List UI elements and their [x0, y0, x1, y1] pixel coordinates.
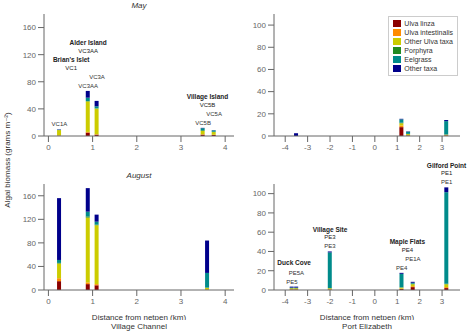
svg-text:VC5B: VC5B	[195, 120, 211, 126]
svg-text:-3: -3	[304, 297, 312, 306]
svg-text:PE5A: PE5A	[289, 270, 304, 276]
svg-text:40: 40	[257, 247, 266, 256]
html-text:Port Elizabeth: Port Elizabeth	[342, 322, 392, 331]
svg-text:80: 80	[257, 209, 266, 218]
svg-text:0: 0	[46, 143, 51, 152]
html-text:Other Ulva taxa: Other Ulva taxa	[404, 38, 453, 45]
html-text:Other taxa: Other taxa	[404, 65, 437, 72]
svg-text:40: 40	[27, 262, 36, 271]
svg-text:May: May	[131, 1, 147, 10]
svg-text:Distance from netpen (km): Distance from netpen (km)	[320, 313, 415, 320]
svg-text:100: 100	[253, 21, 267, 30]
svg-text:PE1: PE1	[441, 170, 453, 176]
svg-text:VC3AA: VC3AA	[78, 48, 98, 54]
svg-text:2: 2	[135, 297, 140, 306]
html-text:Village Channel: Village Channel	[111, 322, 167, 331]
html-text:Porphyra: Porphyra	[404, 47, 433, 54]
svg-text:0: 0	[262, 286, 267, 295]
svg-text:80: 80	[27, 78, 36, 87]
svg-text:80: 80	[27, 239, 36, 248]
svg-text:VC3A: VC3A	[89, 74, 105, 80]
svg-text:-4: -4	[282, 297, 290, 306]
svg-text:20: 20	[257, 110, 266, 119]
svg-text:0: 0	[32, 132, 37, 141]
svg-text:Village Site: Village Site	[313, 226, 348, 234]
svg-text:100: 100	[253, 189, 267, 198]
svg-text:2: 2	[417, 143, 422, 152]
html-text:Ulva intestinalis: Ulva intestinalis	[404, 29, 453, 36]
svg-text:160: 160	[23, 192, 37, 201]
svg-text:Distance from netpen (km): Distance from netpen (km)	[92, 313, 187, 320]
svg-text:Gilford Point: Gilford Point	[427, 162, 466, 169]
svg-text:1: 1	[90, 297, 95, 306]
svg-text:0: 0	[46, 297, 51, 306]
svg-text:-4: -4	[282, 143, 290, 152]
svg-text:60: 60	[257, 228, 266, 237]
svg-text:Duck Cove: Duck Cove	[277, 259, 311, 266]
svg-text:3: 3	[440, 297, 445, 306]
svg-text:PE4: PE4	[396, 265, 408, 271]
svg-text:VC5A: VC5A	[206, 111, 222, 117]
svg-text:PE3: PE3	[324, 243, 336, 249]
svg-text:3: 3	[179, 143, 184, 152]
svg-text:1: 1	[395, 297, 400, 306]
svg-text:0: 0	[373, 143, 378, 152]
svg-text:1: 1	[395, 143, 400, 152]
svg-text:2: 2	[417, 297, 422, 306]
svg-text:0: 0	[373, 297, 378, 306]
svg-text:3: 3	[440, 143, 445, 152]
svg-text:2: 2	[135, 143, 140, 152]
svg-text:Alder Island: Alder Island	[70, 39, 107, 46]
svg-text:Brian's Islet: Brian's Islet	[53, 56, 90, 63]
svg-text:PE1A: PE1A	[405, 256, 420, 262]
svg-text:1: 1	[90, 143, 95, 152]
svg-text:PE3: PE3	[324, 234, 336, 240]
svg-text:60: 60	[257, 65, 266, 74]
html-text:Ulva linza: Ulva linza	[404, 20, 435, 27]
svg-text:3: 3	[179, 297, 184, 306]
svg-text:40: 40	[257, 87, 266, 96]
svg-text:120: 120	[23, 215, 37, 224]
svg-text:80: 80	[257, 43, 266, 52]
svg-text:Maple Flats: Maple Flats	[390, 238, 426, 246]
svg-text:PE1: PE1	[441, 179, 453, 185]
svg-text:PE5: PE5	[286, 279, 298, 285]
html-text:Eelgrass: Eelgrass	[404, 56, 432, 63]
svg-text:0: 0	[262, 132, 267, 141]
svg-text:VC5B: VC5B	[200, 102, 216, 108]
svg-text:VC1A: VC1A	[52, 121, 68, 127]
svg-text:August: August	[126, 171, 153, 180]
svg-text:PE4: PE4	[402, 247, 414, 253]
svg-text:Algal biomass (grams m⁻²): Algal biomass (grams m⁻²)	[8, 112, 12, 208]
svg-text:160: 160	[23, 23, 37, 32]
svg-text:VC1: VC1	[65, 65, 77, 71]
svg-text:-1: -1	[349, 143, 357, 152]
svg-text:-3: -3	[304, 143, 312, 152]
svg-text:20: 20	[257, 267, 266, 276]
svg-text:120: 120	[23, 51, 37, 60]
svg-text:-2: -2	[326, 143, 334, 152]
svg-text:-2: -2	[326, 297, 334, 306]
svg-text:4: 4	[223, 297, 228, 306]
svg-text:VC3AA: VC3AA	[78, 83, 98, 89]
svg-text:-1: -1	[349, 297, 357, 306]
svg-text:0: 0	[32, 286, 37, 295]
svg-text:Village Island: Village Island	[187, 93, 228, 101]
svg-text:40: 40	[27, 105, 36, 114]
svg-text:4: 4	[223, 143, 228, 152]
